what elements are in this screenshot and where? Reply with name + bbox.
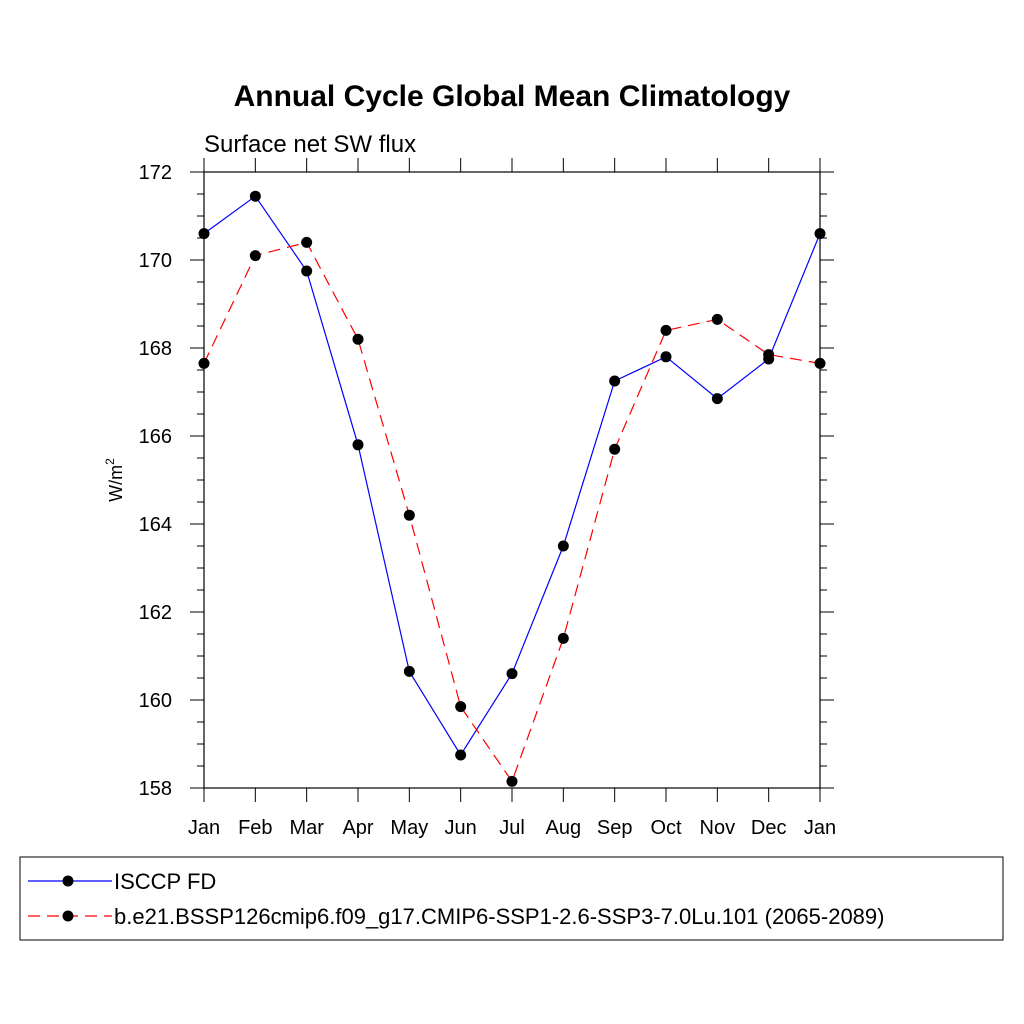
x-tick-label: Aug — [546, 817, 582, 839]
x-tick-label: Dec — [751, 817, 787, 839]
legend-marker-1 — [62, 875, 74, 887]
series-2-point — [506, 775, 518, 787]
y-axis-label: W/m2 — [103, 458, 126, 502]
series-2-point — [711, 313, 723, 325]
legend-label-2: b.e21.BSSP126cmip6.f09_g17.CMIP6-SSP1-2.… — [114, 904, 884, 929]
x-tick-label: Jan — [804, 817, 836, 839]
y-tick-label: 160 — [139, 690, 172, 712]
series-2-point — [455, 701, 467, 713]
series-1-point — [711, 393, 723, 405]
x-tick-label: Feb — [238, 817, 272, 839]
plot-frame — [203, 171, 821, 789]
series-line-2 — [203, 241, 821, 783]
series-2-point — [763, 349, 775, 361]
y-tick-label: 168 — [139, 338, 172, 360]
series-2-point — [557, 632, 569, 644]
tick-labels: Jan Feb Mar Apr May Jun Jul Aug Sep Oct Nov Dec Jan 1… — [139, 162, 837, 839]
series-2-point — [660, 324, 672, 336]
series-1-point — [455, 749, 467, 761]
x-tick-label: Apr — [342, 817, 373, 839]
y-tick-label: 170 — [139, 250, 172, 272]
series-1-point — [198, 228, 210, 240]
series-1-point — [352, 439, 364, 451]
y-tick-label: 166 — [139, 426, 172, 448]
series-2-point — [301, 236, 313, 248]
y-tick-label: 172 — [139, 162, 172, 184]
series-2-point — [814, 357, 826, 369]
x-tick-label: Oct — [650, 817, 682, 839]
legend-label-1: ISCCP FD — [114, 869, 216, 894]
x-tick-label: Jun — [445, 817, 477, 839]
x-tick-label: Sep — [597, 817, 633, 839]
legend-frame — [19, 856, 1004, 941]
series-layer — [198, 190, 826, 787]
series-1-point — [660, 351, 672, 363]
series-2-point — [249, 250, 261, 262]
series-1-point — [506, 668, 518, 680]
y-tick-label: 164 — [139, 514, 172, 536]
legend-marker-2 — [62, 910, 74, 922]
series-1-point — [249, 190, 261, 202]
axis-ticks — [190, 158, 834, 802]
series-2-point — [198, 357, 210, 369]
series-2-point — [609, 443, 621, 455]
series-2-point — [403, 509, 415, 521]
series-1-point — [609, 375, 621, 387]
x-tick-label: May — [390, 817, 428, 839]
chart-title: Annual Cycle Global Mean Climatology — [234, 80, 791, 113]
y-tick-label: 162 — [139, 602, 172, 624]
chart-subtitle: Surface net SW flux — [204, 131, 416, 158]
x-tick-label: Nov — [700, 817, 736, 839]
series-1-point — [403, 665, 415, 677]
x-tick-label: Mar — [289, 817, 324, 839]
x-tick-label: Jul — [499, 817, 525, 839]
series-2-point — [352, 333, 364, 345]
series-1-point — [814, 228, 826, 240]
x-tick-label: Jan — [188, 817, 220, 839]
svg-text:W/m2: W/m2 — [103, 458, 126, 502]
y-tick-label: 158 — [139, 778, 172, 800]
series-1-point — [557, 540, 569, 552]
series-1-point — [301, 265, 313, 277]
legend: ISCCP FD b.e21.BSSP126cmip6.f09_g17.CMIP6… — [19, 856, 1004, 941]
